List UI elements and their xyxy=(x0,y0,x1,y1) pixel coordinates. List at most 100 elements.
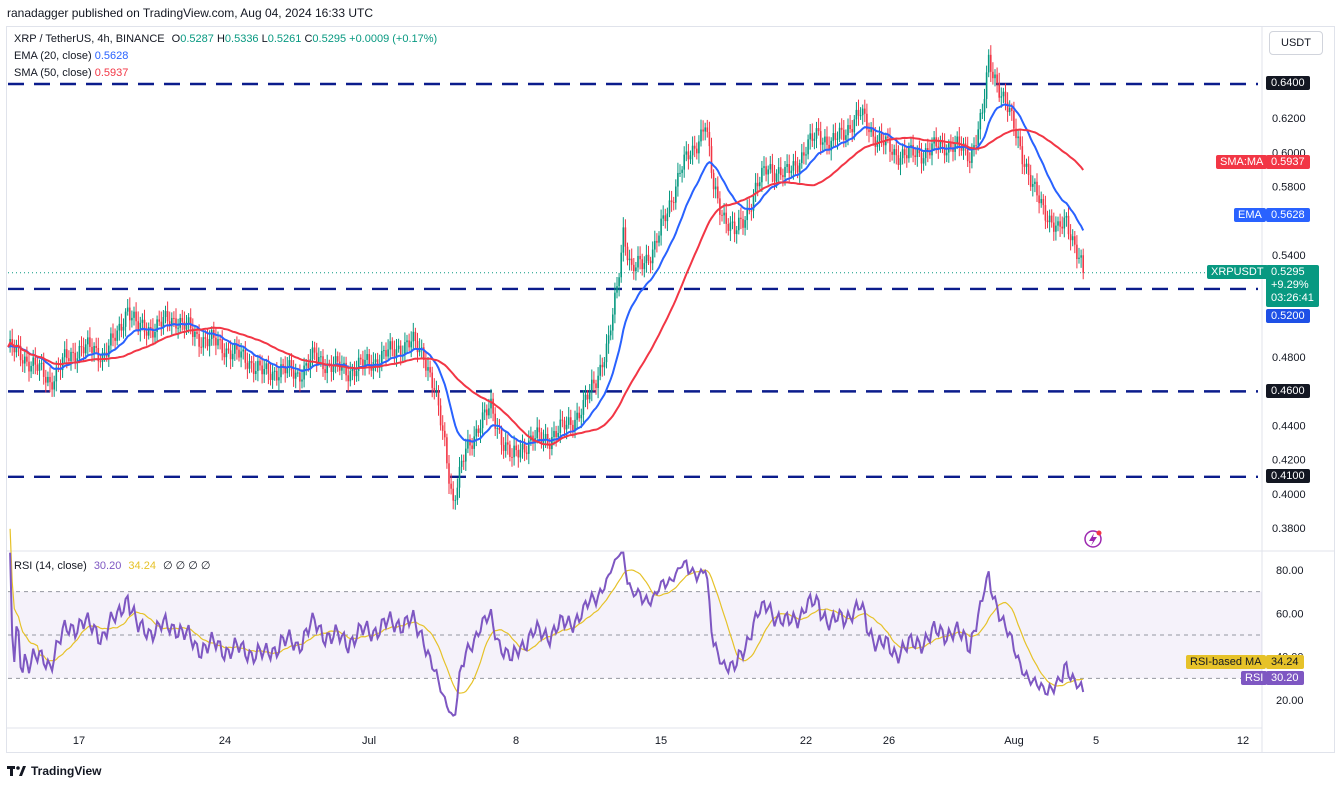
candle-body xyxy=(40,362,43,364)
candle-body xyxy=(540,432,543,443)
candle-body xyxy=(139,322,142,332)
candle-body xyxy=(1021,146,1024,165)
candle-body xyxy=(1044,205,1047,221)
legend-close: 0.5295 xyxy=(312,33,347,45)
candle-body xyxy=(278,377,280,381)
legend-low: 0.5261 xyxy=(267,33,302,45)
candle-body xyxy=(704,127,706,132)
candle-body xyxy=(255,371,257,374)
candle-body xyxy=(305,363,307,366)
candle-body xyxy=(99,361,102,363)
rsi-tag: RSI xyxy=(1241,671,1268,685)
candle-body xyxy=(162,317,165,327)
candle-body xyxy=(145,331,148,336)
candle-body xyxy=(80,345,83,348)
sma-value-label: 0.5937 xyxy=(1266,155,1310,169)
candle-body xyxy=(171,317,173,327)
candle-body xyxy=(647,254,650,261)
candle-body xyxy=(511,456,513,458)
level-label-0460: 0.4600 xyxy=(1266,384,1310,398)
candle-body xyxy=(133,311,135,318)
candle-body xyxy=(675,186,677,203)
candle-body xyxy=(756,182,759,187)
candle-body xyxy=(633,264,635,272)
candle-body xyxy=(796,165,799,173)
candle-body xyxy=(630,258,633,265)
candle-body xyxy=(830,140,832,151)
candle-body xyxy=(685,151,688,155)
candle-body xyxy=(654,240,656,250)
candle-body xyxy=(429,367,431,373)
symbol-tag: XRPUSDT xyxy=(1207,265,1268,279)
candle-body xyxy=(219,339,221,341)
candle-body xyxy=(158,319,160,322)
candle-body xyxy=(252,363,255,374)
candle-body xyxy=(803,152,805,156)
candle-body xyxy=(929,152,931,156)
candle-body xyxy=(26,356,28,362)
legend-open-label: O xyxy=(171,33,181,45)
candle-body xyxy=(166,311,169,322)
candle-body xyxy=(1057,221,1059,226)
rsi-tick-label: 80.00 xyxy=(1276,565,1304,577)
candle-body xyxy=(320,356,322,358)
candle-body xyxy=(387,349,389,357)
candle-body xyxy=(301,379,303,382)
candle-body xyxy=(446,437,448,464)
candle-body xyxy=(588,391,591,400)
candle-body xyxy=(242,349,244,352)
candle-body xyxy=(292,370,295,379)
candle-body xyxy=(32,357,34,366)
candle-body xyxy=(376,359,379,368)
sma-tag: SMA:MA xyxy=(1216,155,1268,169)
candle-body xyxy=(557,432,559,438)
candle-body xyxy=(582,400,585,415)
currency-button[interactable]: USDT xyxy=(1269,31,1323,55)
candle-body xyxy=(870,127,872,133)
candle-body xyxy=(229,350,232,360)
candle-body xyxy=(1011,108,1013,111)
candle-body xyxy=(549,443,551,450)
candle-body xyxy=(958,136,961,146)
candle-body xyxy=(259,360,261,366)
candle-body xyxy=(689,155,692,160)
candle-body xyxy=(87,337,89,345)
candle-body xyxy=(189,317,192,329)
candle-body xyxy=(866,113,868,130)
candle-body xyxy=(318,357,320,363)
candle-body xyxy=(471,445,473,449)
candle-body xyxy=(500,430,503,445)
candle-body xyxy=(34,357,37,365)
candle-body xyxy=(126,307,129,312)
candle-body xyxy=(72,351,74,353)
candle-body xyxy=(103,352,106,354)
candle-body xyxy=(368,354,370,365)
candle-body xyxy=(168,321,171,327)
candle-body xyxy=(565,424,568,430)
candle-body xyxy=(1032,183,1034,187)
candle-body xyxy=(38,363,41,371)
tradingview-brand[interactable]: TradingView xyxy=(7,764,101,778)
candle-body xyxy=(488,408,490,416)
candle-body xyxy=(586,394,589,400)
ema-line xyxy=(7,103,1085,445)
candle-body xyxy=(805,154,807,156)
candle-body xyxy=(282,364,284,366)
candle-body xyxy=(55,367,58,382)
candle-body xyxy=(124,311,127,327)
candle-body xyxy=(519,449,522,458)
candle-body xyxy=(82,347,85,354)
candle-body xyxy=(628,258,631,261)
candle-body xyxy=(922,158,925,164)
candle-body xyxy=(437,390,440,406)
candle-body xyxy=(1080,255,1082,258)
candle-body xyxy=(723,212,725,216)
candle-body xyxy=(990,54,992,72)
candle-body xyxy=(297,372,299,374)
price-tick-label: 0.4000 xyxy=(1272,489,1306,501)
candle-body xyxy=(160,321,163,327)
candle-body xyxy=(454,499,457,501)
level-label-0640: 0.6400 xyxy=(1266,76,1310,90)
rsi-value-label: 30.20 xyxy=(1266,671,1304,685)
